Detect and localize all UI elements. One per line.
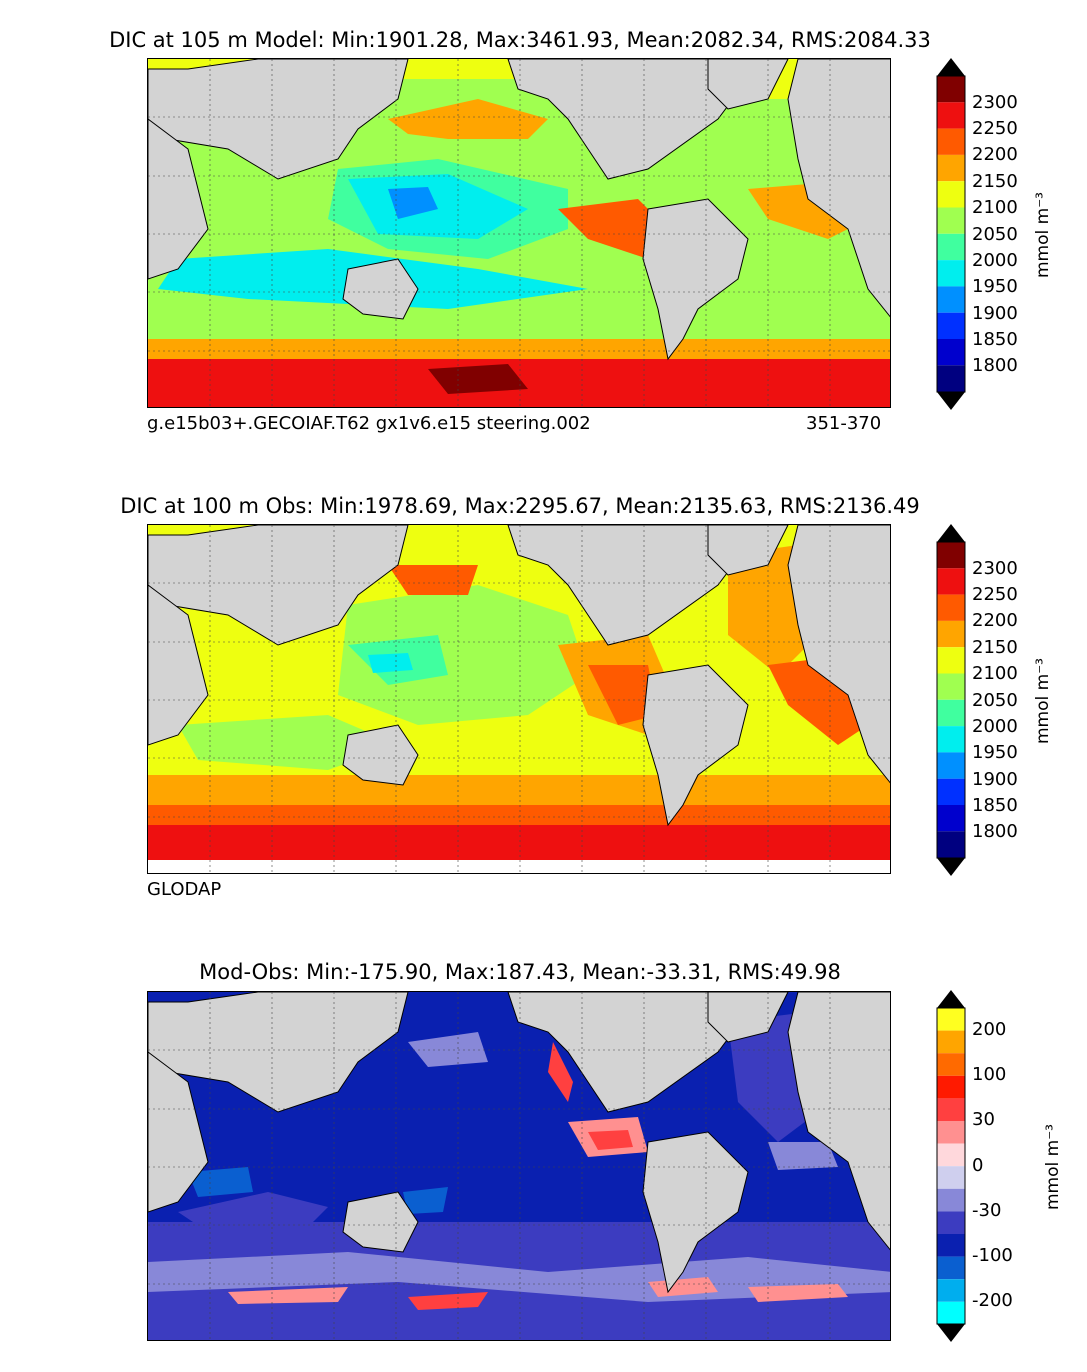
panel1-tick: 2300 xyxy=(972,92,1018,113)
panel1-title: DIC at 105 m Model: Min:1901.28, Max:346… xyxy=(109,28,931,52)
panel2-map xyxy=(147,524,891,874)
panel3-tick: 100 xyxy=(972,1064,1007,1085)
panel1-case-name: g.e15b03+.GECOIAF.T62 gx1v6.e15 steering… xyxy=(147,413,591,434)
panel1-tick: 2100 xyxy=(972,197,1018,218)
panel2-tick: 2000 xyxy=(972,716,1018,737)
graticule xyxy=(148,992,890,1340)
panel1-years: 351-370 xyxy=(806,413,882,434)
panel3-title: Mod-Obs: Min:-175.90, Max:187.43, Mean:-… xyxy=(199,960,841,984)
panel1-tick: 1800 xyxy=(972,355,1018,376)
panel2-source-label: GLODAP xyxy=(147,879,222,900)
panel3-tick: 0 xyxy=(972,1155,984,1176)
panel3-tick: -100 xyxy=(972,1245,1013,1266)
graticule xyxy=(148,59,890,407)
panel3-tick: -200 xyxy=(972,1290,1013,1311)
panel2-tick: 1950 xyxy=(972,742,1018,763)
panel1-tick: 2150 xyxy=(972,171,1018,192)
graticule xyxy=(148,525,890,873)
panel3-tick: 30 xyxy=(972,1109,995,1130)
panel1-unit-label: mmol m⁻³ xyxy=(1033,192,1053,278)
panel3-map xyxy=(147,991,891,1341)
panel2-tick: 1800 xyxy=(972,821,1018,842)
panel1-tick: 1950 xyxy=(972,276,1018,297)
panel2-tick: 2100 xyxy=(972,663,1018,684)
panel2-tick: 2250 xyxy=(972,584,1018,605)
panel1-tick: 1850 xyxy=(972,329,1018,350)
panel1-tick: 2200 xyxy=(972,144,1018,165)
panel1-colorbar xyxy=(936,58,966,410)
panel1-tick: 2000 xyxy=(972,250,1018,271)
panel3-unit-label: mmol m⁻³ xyxy=(1043,1124,1063,1210)
panel2-title: DIC at 100 m Obs: Min:1978.69, Max:2295.… xyxy=(120,494,920,518)
panel3-tick: 200 xyxy=(972,1019,1007,1040)
panel2-colorbar xyxy=(936,524,966,876)
panel2-tick: 2200 xyxy=(972,610,1018,631)
panel1-tick: 2050 xyxy=(972,224,1018,245)
panel2-unit-label: mmol m⁻³ xyxy=(1033,658,1053,744)
panel2-tick: 2150 xyxy=(972,637,1018,658)
panel1-tick: 1900 xyxy=(972,303,1018,324)
panel1-tick: 2250 xyxy=(972,118,1018,139)
panel2-tick: 2300 xyxy=(972,558,1018,579)
panel3-colorbar xyxy=(936,990,966,1342)
panel2-tick: 2050 xyxy=(972,690,1018,711)
panel3-tick: -30 xyxy=(972,1200,1002,1221)
panel2-tick: 1850 xyxy=(972,795,1018,816)
panel2-tick: 1900 xyxy=(972,769,1018,790)
panel1-map xyxy=(147,58,891,408)
